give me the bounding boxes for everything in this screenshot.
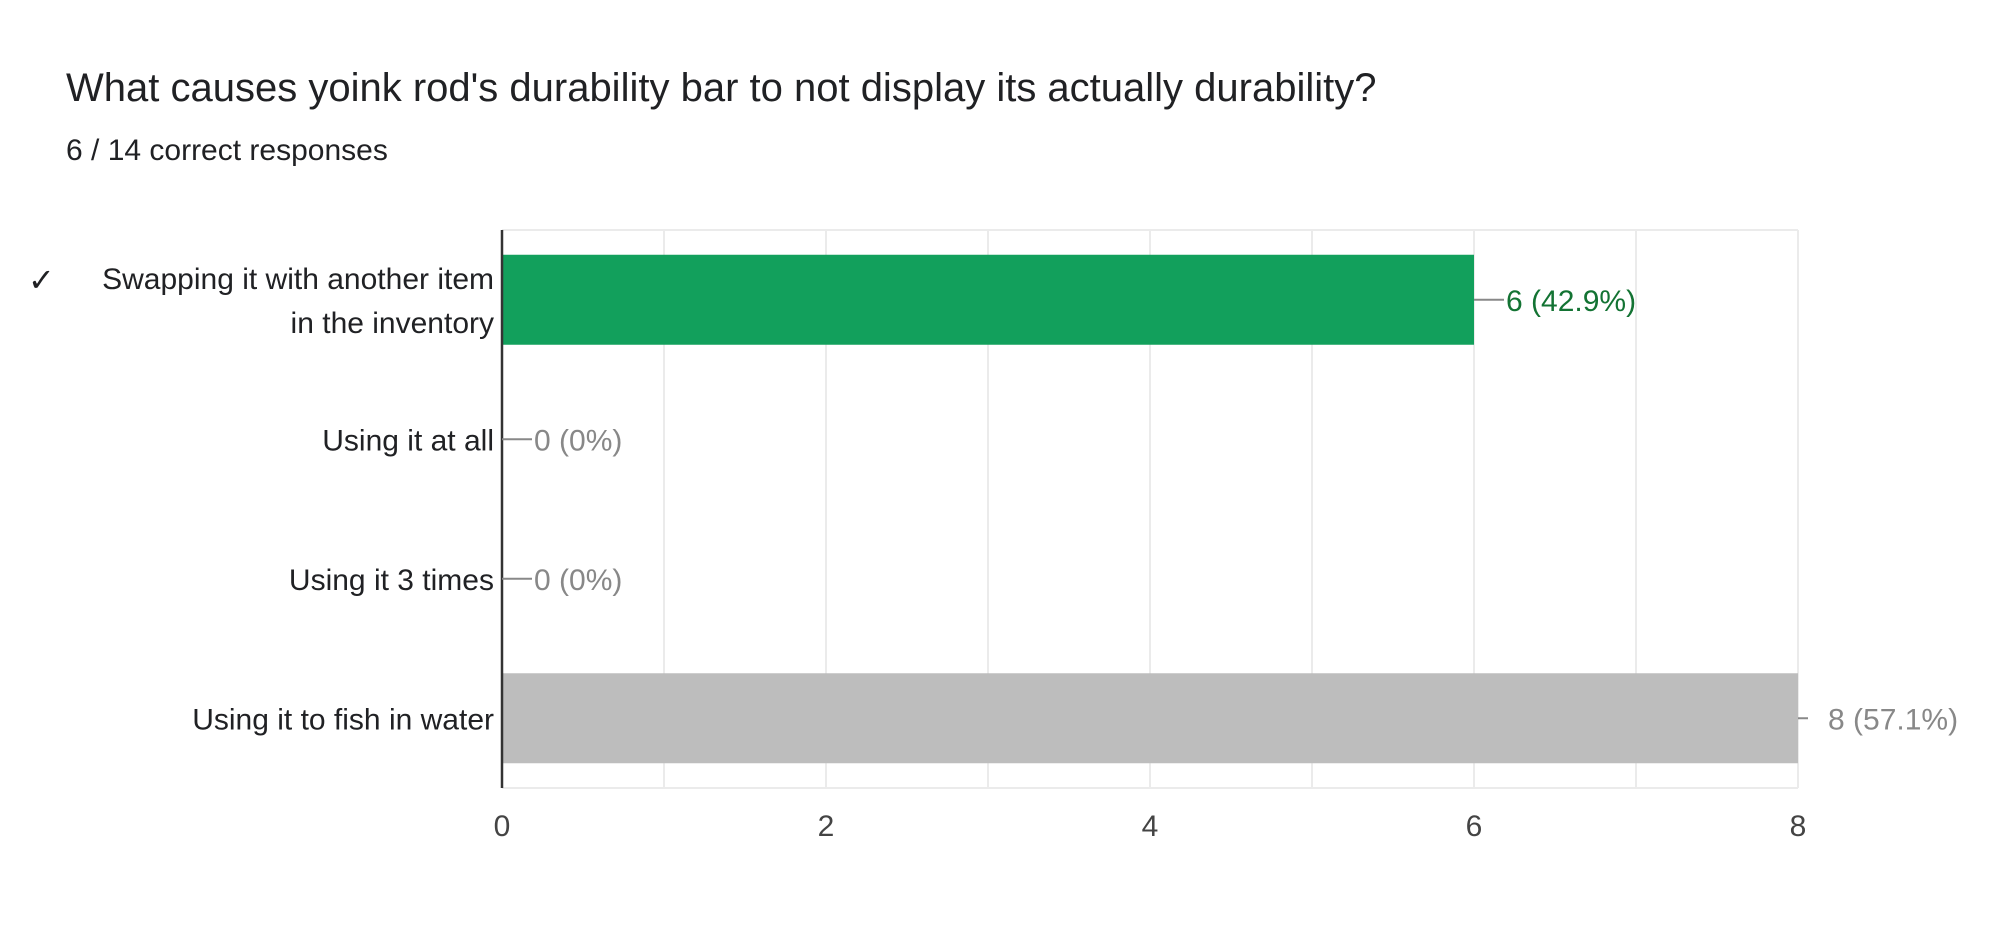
category-label: Using it to fish in water: [192, 703, 494, 736]
correct-responses-summary: 6 / 14 correct responses: [66, 134, 388, 167]
value-label: 0 (0%): [534, 424, 622, 457]
x-tick-label: 0: [494, 810, 511, 843]
category-label: in the inventory: [291, 307, 494, 340]
bar: [502, 673, 1798, 764]
labels: 6 (42.9%) Swapping it with another item in…: [28, 262, 1958, 843]
value-label: 8 (57.1%): [1828, 703, 1958, 736]
bars: [502, 254, 1798, 764]
x-tick-label: 6: [1466, 810, 1483, 843]
bar: [502, 254, 1474, 345]
category-label: Using it at all: [322, 424, 494, 457]
value-label: 6 (42.9%): [1506, 285, 1636, 318]
category-label: Using it 3 times: [289, 564, 494, 597]
category-label: Swapping it with another item: [102, 263, 494, 296]
question-title: What causes yoink rod's durability bar t…: [66, 66, 1377, 110]
correct-check-icon: ✓: [28, 262, 55, 298]
x-tick-label: 4: [1142, 810, 1159, 843]
x-tick-label: 8: [1790, 810, 1807, 843]
value-label: 0 (0%): [534, 564, 622, 597]
x-tick-label: 2: [818, 810, 835, 843]
